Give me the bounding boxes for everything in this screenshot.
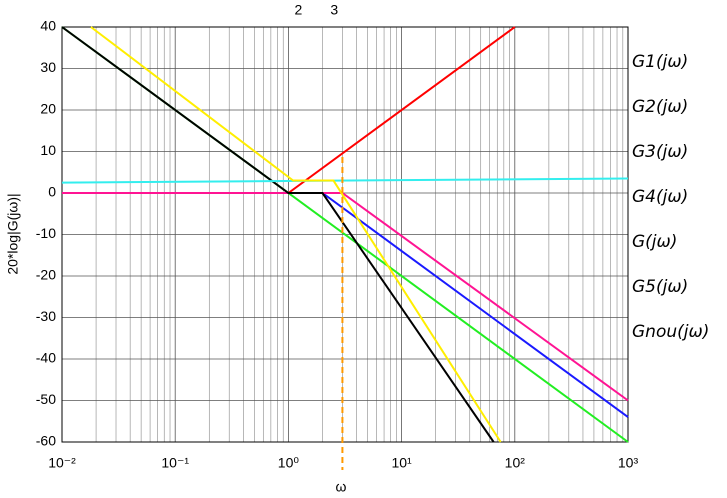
legend-entry: G5(jω) [632, 277, 688, 297]
y-tick-label: -50 [36, 391, 56, 407]
legend-entry: G4(jω) [632, 187, 688, 207]
series-line [61, 177, 629, 184]
legend-entry: G1(jω) [632, 52, 688, 72]
y-tick-label: 40 [40, 18, 56, 34]
x-tick-label: 10⁻² [48, 455, 76, 471]
y-tick-label: 10 [40, 142, 56, 158]
annotation: 2 [294, 2, 302, 18]
x-tick-label: 10⁻¹ [161, 455, 189, 471]
x-tick-label: 10² [505, 455, 526, 471]
y-tick-label: -10 [36, 225, 56, 241]
y-tick-label: 20 [40, 101, 56, 117]
y-tick-label: -60 [36, 433, 56, 449]
plot-frame [61, 26, 629, 443]
y-tick-label: -20 [36, 267, 56, 283]
annotation: 3 [330, 2, 338, 18]
y-tick-label: 30 [40, 59, 56, 75]
series-line [61, 26, 495, 443]
legend-entry: Gnou(jω) [632, 322, 709, 342]
series-line [90, 26, 502, 443]
y-axis-label: 20*log|G(jω)| [5, 193, 21, 274]
x-tick-label: 10³ [618, 455, 639, 471]
x-axis-label: ω [336, 479, 347, 495]
y-tick-label: -40 [36, 350, 56, 366]
x-tick-label: 10⁰ [278, 455, 300, 471]
legend-entry: G(jω) [632, 232, 677, 252]
y-tick-label: 0 [48, 184, 56, 200]
y-tick-label: -30 [36, 308, 56, 324]
legend-entry: G3(jω) [632, 142, 688, 162]
x-tick-label: 10¹ [391, 455, 412, 471]
legend-entry: G2(jω) [632, 97, 688, 117]
